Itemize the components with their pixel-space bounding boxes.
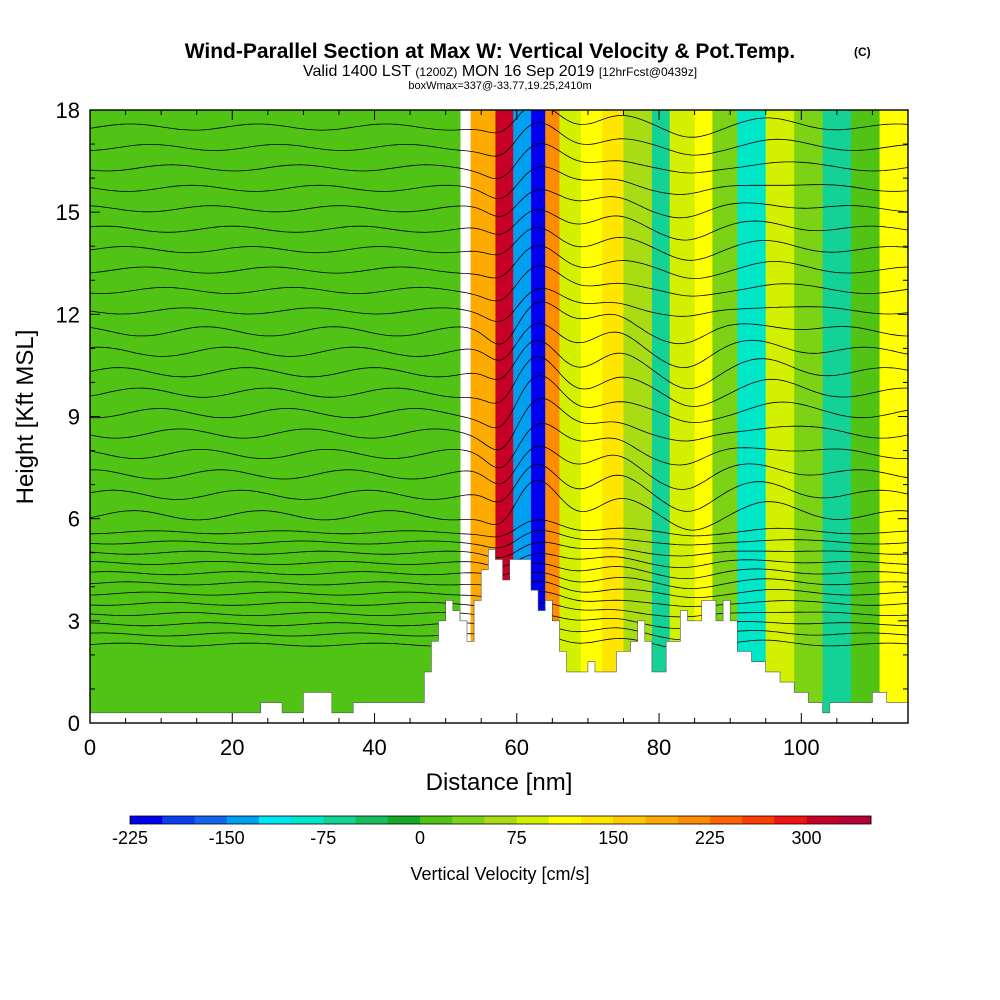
subtitle-forecast: [12hrFcst@0439z] [599, 65, 697, 79]
chart-title-mark: (C) [854, 45, 871, 59]
x-tick-label: 80 [647, 735, 671, 760]
isentrope-13 [90, 463, 908, 512]
colorbar-swatch [226, 816, 260, 824]
velocity-band-6 [559, 110, 582, 723]
y-tick-label: 0 [68, 711, 80, 736]
colorbar-swatch [838, 816, 872, 824]
terrain-mask [90, 549, 908, 723]
x-tick-label: 20 [220, 735, 244, 760]
y-axis-label: Height [Kft MSL] [12, 330, 39, 505]
isentrope-28 [90, 166, 908, 200]
colorbar-swatch [516, 816, 550, 824]
y-axis-ticks: 0 3 6 9 12 15 18 [56, 98, 908, 736]
colorbar-tick-label: -75 [310, 828, 336, 848]
isentrope-27 [90, 189, 908, 219]
isentrope-17 [90, 375, 908, 429]
x-tick-label: 100 [783, 735, 820, 760]
x-tick-label: 40 [362, 735, 386, 760]
velocity-band-0 [90, 110, 461, 723]
isentrope-23 [90, 265, 908, 302]
colorbar-tick-label: 300 [792, 828, 822, 848]
chart-boxline: boxWmax=337@-33.77,19.25,2410m [408, 80, 591, 92]
colorbar-swatch [130, 816, 163, 824]
isentrope-18 [90, 356, 908, 407]
colorbar-tick-label: 225 [695, 828, 725, 848]
colorbar-swatch [194, 816, 228, 824]
colorbar-swatch [258, 816, 292, 824]
velocity-band-10 [651, 110, 671, 723]
colorbar-swatch [581, 816, 614, 824]
isentrope-31 [90, 110, 908, 138]
y-tick-label: 18 [56, 98, 80, 123]
colorbar-tick-label: 0 [415, 828, 425, 848]
colorbar-frame [129, 815, 872, 825]
y-tick-label: 3 [68, 609, 80, 634]
velocity-band-5 [545, 110, 561, 723]
isentrope-19 [90, 339, 908, 389]
isentrope-21 [90, 301, 908, 345]
colorbar-swatch [484, 816, 518, 824]
colorbar-swatch [323, 816, 356, 824]
isentrope-29 [90, 143, 908, 180]
colorbar-swatch [613, 816, 646, 824]
colorbar-tick-label: -150 [209, 828, 245, 848]
colorbar-swatch [419, 816, 453, 824]
subtitle-date: MON 16 Sep 2019 [462, 63, 595, 80]
colorbar-swatch [548, 816, 582, 824]
isentrope-20 [90, 322, 908, 369]
x-axis-label: Distance [nm] [426, 769, 573, 796]
colorbar-swatch [291, 816, 324, 824]
colorbar-swatch [677, 816, 711, 824]
isentrope-16 [90, 397, 908, 451]
chart-subtitle: Valid 1400 LST (1200Z) MON 16 Sep 2019 [… [303, 63, 697, 80]
y-tick-label: 12 [56, 302, 80, 327]
isentrope-11 [90, 519, 908, 538]
colorbar-swatch [645, 816, 679, 824]
y-tick-label: 15 [56, 200, 80, 225]
colorbar-tick-label: 75 [507, 828, 527, 848]
colorbar-swatch [806, 816, 840, 824]
isentrope-22 [90, 287, 908, 323]
velocity-band-16 [794, 110, 824, 723]
colorbar-swatch [452, 816, 485, 824]
velocity-band-12 [694, 110, 713, 723]
colorbar-swatch [162, 816, 195, 824]
colorbar-tick-label: 150 [598, 828, 628, 848]
velocity-band-15 [765, 110, 795, 723]
y-tick-label: 9 [68, 405, 80, 430]
colorbar-swatch [387, 816, 421, 824]
plot-area [90, 110, 908, 723]
colorbar-label: Vertical Velocity [cm/s] [410, 864, 589, 884]
colorbar-swatch [742, 816, 775, 824]
isentrope-10 [90, 529, 908, 549]
subtitle-zulu: (1200Z) [415, 65, 457, 79]
colorbar-swatch [774, 816, 807, 824]
y-tick-label: 6 [68, 507, 80, 532]
colorbar-swatch [709, 816, 743, 824]
isentrope-30 [90, 122, 908, 157]
isentrope-12 [90, 479, 908, 531]
x-tick-label: 60 [505, 735, 529, 760]
velocity-band-4 [531, 110, 546, 723]
colorbar-ticks: -225 -150 -75 0 75 150 225 300 [112, 828, 822, 848]
colorbar-swatch [355, 816, 389, 824]
velocity-band-7 [580, 110, 603, 723]
isentrope-15 [90, 422, 908, 469]
colorbar [129, 815, 872, 825]
velocity-band-14 [737, 110, 767, 723]
colorbar-tick-label: -225 [112, 828, 148, 848]
isentrope-24 [90, 244, 908, 279]
isentrope-25 [90, 227, 908, 261]
velocity-band-8 [602, 110, 625, 723]
subtitle-valid: Valid 1400 LST [303, 63, 411, 80]
x-tick-label: 0 [84, 735, 96, 760]
isentrope-9 [90, 541, 908, 559]
isentrope-26 [90, 209, 908, 241]
x-axis-ticks: 0 20 40 60 80 100 [84, 110, 909, 760]
isentrope-14 [90, 445, 908, 490]
chart-title: Wind-Parallel Section at Max W: Vertical… [185, 40, 796, 63]
